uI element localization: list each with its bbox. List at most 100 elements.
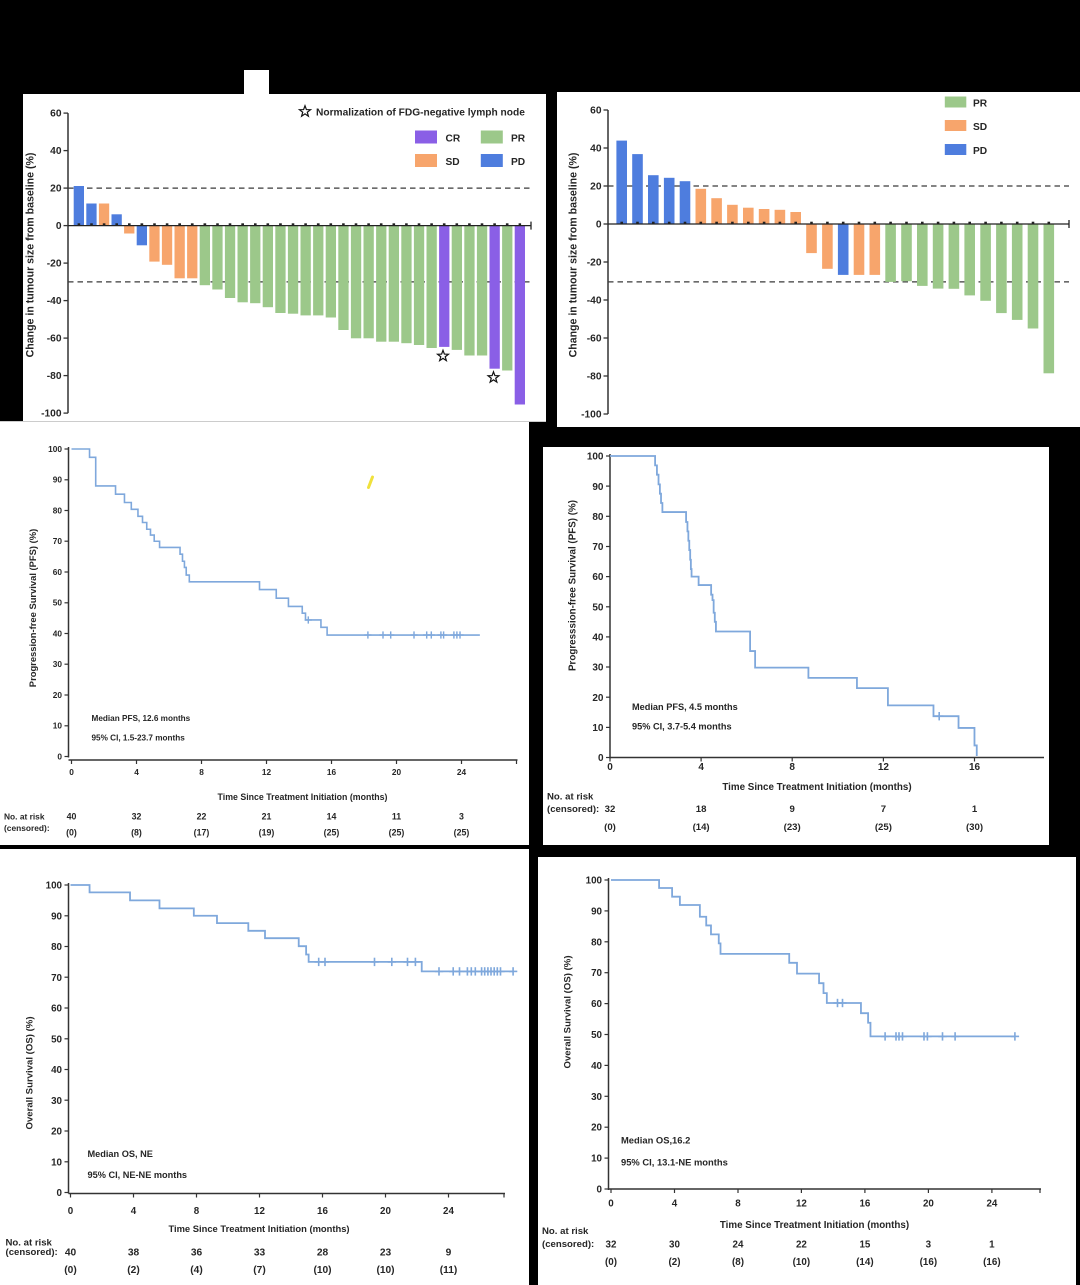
svg-text:60: 60 [50,109,62,120]
svg-text:SD: SD [446,157,460,168]
svg-text:(14): (14) [856,1257,873,1268]
svg-text:-40: -40 [587,296,602,307]
svg-text:(25): (25) [454,828,470,838]
svg-text:(censored):: (censored): [4,823,50,833]
svg-text:(23): (23) [784,822,801,833]
svg-text:8: 8 [194,1206,200,1217]
svg-text:Time Since Treatment Initiatio: Time Since Treatment Initiation (months) [168,1223,349,1234]
svg-text:40: 40 [65,1248,77,1259]
svg-text:100: 100 [587,452,604,463]
svg-text:23: 23 [380,1248,392,1259]
svg-text:(10): (10) [793,1257,810,1268]
svg-text:-80: -80 [47,371,62,382]
svg-text:10: 10 [591,1154,602,1165]
svg-text:20: 20 [380,1206,391,1217]
svg-text:(0): (0) [64,1265,76,1276]
svg-text:95% CI, 13.1-NE months: 95% CI, 13.1-NE months [621,1157,728,1168]
svg-text:0: 0 [57,1188,63,1199]
svg-text:24: 24 [986,1199,997,1210]
svg-text:-100: -100 [581,410,602,421]
svg-text:36: 36 [191,1248,203,1259]
svg-text:PR: PR [973,98,988,109]
svg-text:(8): (8) [732,1257,744,1268]
svg-text:Overall Survival (OS) (%): Overall Survival (OS) (%) [563,955,574,1068]
svg-text:(censored):: (censored): [542,1239,594,1250]
svg-text:1: 1 [989,1240,995,1251]
svg-text:0: 0 [598,753,604,764]
svg-text:4: 4 [698,762,704,773]
svg-text:40: 40 [592,633,604,644]
svg-text:4: 4 [134,767,139,777]
svg-text:Time Since Treatment Initiatio: Time Since Treatment Initiation (months) [722,782,911,793]
svg-text:(4): (4) [190,1265,202,1276]
svg-text:Progression-free Survival (PFS: Progression-free Survival (PFS) (%) [27,529,38,687]
svg-text:90: 90 [592,482,604,493]
svg-text:(0): (0) [605,1257,617,1268]
svg-text:-20: -20 [587,258,602,269]
svg-text:(0): (0) [66,828,77,838]
svg-text:20: 20 [923,1199,934,1210]
svg-text:No. at risk: No. at risk [542,1226,589,1237]
svg-text:0: 0 [57,752,62,762]
svg-text:20: 20 [591,1123,602,1134]
svg-text:-20: -20 [47,259,62,270]
svg-text:70: 70 [592,542,604,553]
svg-text:No. at risk: No. at risk [6,1238,53,1249]
svg-text:4: 4 [131,1206,137,1217]
svg-text:100: 100 [46,881,63,892]
svg-text:0: 0 [597,1185,603,1196]
svg-text:0: 0 [68,1206,74,1217]
svg-text:Change in tumour size from bas: Change in tumour size from baseline (%) [25,153,37,358]
svg-text:(25): (25) [389,828,405,838]
svg-text:1: 1 [972,804,978,815]
svg-text:10: 10 [51,1157,62,1168]
svg-text:60: 60 [51,1004,62,1015]
svg-text:90: 90 [53,475,63,485]
svg-text:40: 40 [591,1061,602,1072]
svg-text:No. at risk: No. at risk [4,812,45,822]
svg-text:SD: SD [973,122,987,133]
svg-text:90: 90 [51,911,62,922]
svg-text:100: 100 [48,444,62,454]
svg-text:50: 50 [51,1034,62,1045]
svg-text:Time Since Treatment Initiatio: Time Since Treatment Initiation (months) [720,1220,909,1231]
svg-text:8: 8 [199,767,204,777]
svg-text:(7): (7) [253,1265,265,1276]
svg-text:40: 40 [590,144,602,155]
svg-text:(2): (2) [127,1265,139,1276]
svg-text:60: 60 [590,106,602,117]
svg-text:100: 100 [586,876,603,887]
svg-text:95% CI, 3.7-5.4 months: 95% CI, 3.7-5.4 months [632,722,732,732]
svg-text:20: 20 [53,690,63,700]
svg-text:70: 70 [591,968,602,979]
svg-text:28: 28 [317,1248,329,1259]
svg-text:(16): (16) [983,1257,1000,1268]
svg-text:80: 80 [53,506,63,516]
svg-text:24: 24 [733,1240,744,1251]
svg-text:4: 4 [672,1199,678,1210]
svg-text:38: 38 [128,1248,140,1259]
svg-text:30: 30 [591,1092,602,1103]
svg-text:11: 11 [392,812,401,822]
svg-text:12: 12 [254,1206,265,1217]
svg-text:24: 24 [457,767,467,777]
svg-text:(10): (10) [313,1265,331,1276]
svg-text:20: 20 [51,1127,62,1138]
svg-text:50: 50 [592,602,604,613]
svg-text:(25): (25) [324,828,340,838]
svg-text:(16): (16) [920,1257,937,1268]
svg-text:24: 24 [443,1206,454,1217]
svg-text:0: 0 [596,220,602,231]
svg-text:70: 70 [51,973,62,984]
svg-text:-60: -60 [587,334,602,345]
svg-text:8: 8 [735,1199,741,1210]
svg-text:16: 16 [969,762,981,773]
svg-text:60: 60 [591,999,602,1010]
svg-text:30: 30 [53,659,63,669]
svg-text:32: 32 [605,804,616,815]
svg-text:22: 22 [197,812,207,822]
svg-text:20: 20 [50,184,62,195]
svg-text:80: 80 [51,942,62,953]
svg-text:30: 30 [51,1096,62,1107]
svg-text:9: 9 [790,804,795,815]
